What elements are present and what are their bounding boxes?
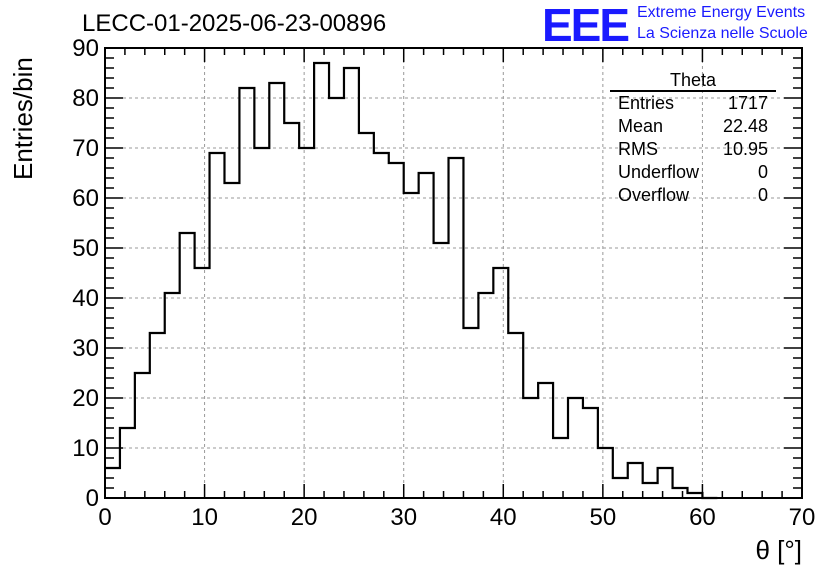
stats-row-rms: RMS 10.95 <box>610 138 776 161</box>
x-tick-label: 60 <box>689 504 716 531</box>
eee-logo-mark: EEE <box>542 0 630 51</box>
stats-row-overflow: Overflow 0 <box>610 184 776 207</box>
y-tick-label: 40 <box>72 285 99 312</box>
logo-text-line1: Extreme Energy Events <box>637 4 806 21</box>
stats-value: 0 <box>757 162 768 182</box>
stats-label: Entries <box>618 93 675 113</box>
stats-label: Underflow <box>618 162 700 182</box>
y-tick-label: 10 <box>72 435 99 462</box>
x-tick-label: 30 <box>390 504 417 531</box>
x-tick-label: 0 <box>98 504 111 531</box>
plot-frame <box>104 47 803 499</box>
chart-title: LECC-01-2025-06-23-00896 <box>82 10 387 37</box>
y-tick-label: 90 <box>72 35 99 62</box>
x-tick-label: 70 <box>789 504 816 531</box>
stats-row-mean: Mean 22.48 <box>610 115 776 138</box>
stats-row-underflow: Underflow 0 <box>610 161 776 184</box>
x-tick-label: 10 <box>191 504 218 531</box>
histogram-series-line <box>105 61 718 500</box>
stats-value: 10.95 <box>722 139 768 159</box>
y-axis-label: Entries/bin <box>8 57 38 180</box>
stats-label: RMS <box>618 139 658 159</box>
logo-text-line2: La Scienza nelle Scuole <box>637 25 808 42</box>
y-tick-label: 20 <box>72 385 99 412</box>
x-tick-label: 20 <box>291 504 318 531</box>
y-tick-label: 50 <box>72 235 99 262</box>
stats-value: 0 <box>757 185 768 205</box>
stats-row-entries: Entries 1717 <box>610 92 776 115</box>
stats-value: 1717 <box>727 93 768 113</box>
tick-labels: 0 10 20 30 40 50 60 70 0 10 20 30 40 50 60 70 80 90 <box>72 35 815 531</box>
y-tick-label: 0 <box>86 485 99 512</box>
stats-value: 22.48 <box>722 116 768 136</box>
stats-label: Mean <box>618 116 664 136</box>
axis-ticks <box>104 47 803 499</box>
stats-box: Theta Entries 1717 Mean 22.48 RMS 10.95 Und… <box>610 70 776 207</box>
y-tick-label: 60 <box>72 185 99 212</box>
grid-lines <box>105 48 802 498</box>
stats-label: Overflow <box>618 185 690 205</box>
y-tick-label: 30 <box>72 335 99 362</box>
stats-title: Theta <box>610 70 776 92</box>
x-axis-label: θ [°] <box>755 535 802 565</box>
x-tick-label: 40 <box>490 504 517 531</box>
y-tick-label: 80 <box>72 85 99 112</box>
y-tick-label: 70 <box>72 135 99 162</box>
x-tick-label: 50 <box>590 504 617 531</box>
